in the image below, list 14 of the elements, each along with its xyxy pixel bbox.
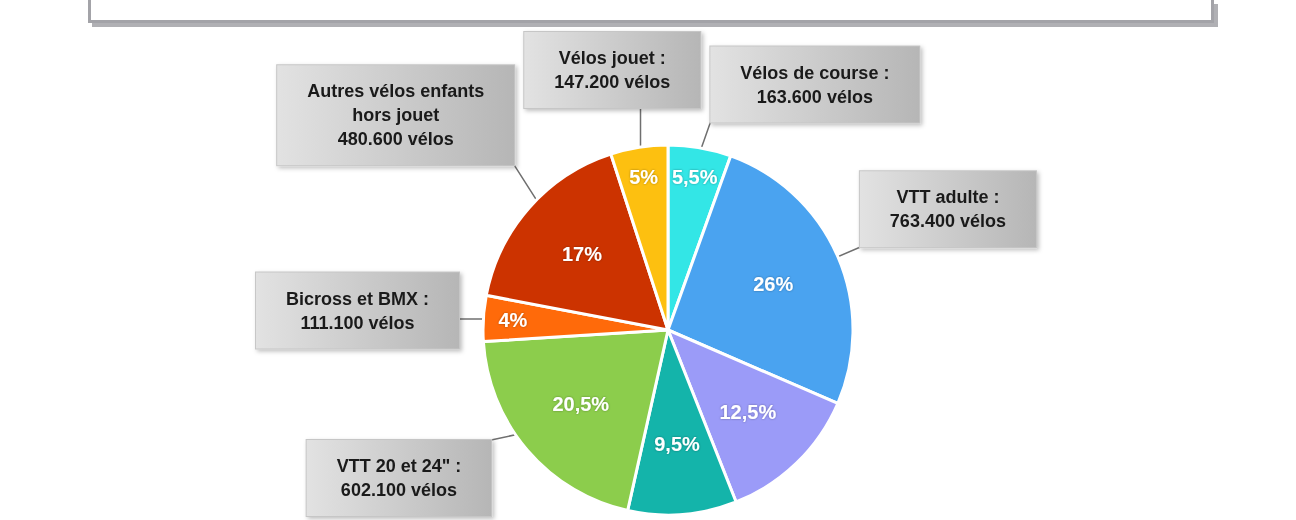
data-label: 12,5% — [719, 401, 777, 424]
slice-label: Autres vélos enfants hors jouet 480.600 vélos — [307, 81, 485, 150]
slice-label: Vélos jouet : 147.200 vélos — [554, 48, 671, 92]
slice-label: VTT adulte : 763.400 vélos — [889, 187, 1006, 232]
data-label: 17% — [561, 243, 603, 266]
data-label: 4% — [498, 309, 528, 332]
data-label: 26% — [753, 273, 794, 296]
slice-label: Bicross et BMX : 111.100 vélos — [285, 288, 430, 333]
data-label: 9,5% — [654, 433, 701, 456]
slice-label: Vélos de course : 163.600 vélos — [740, 62, 890, 107]
slice-label: VTT 20 et 24" : 602.100 vélos — [336, 456, 462, 500]
data-label: 5,5% — [671, 165, 718, 188]
data-label: 20,5% — [552, 393, 610, 416]
data-label: 5% — [629, 165, 659, 188]
